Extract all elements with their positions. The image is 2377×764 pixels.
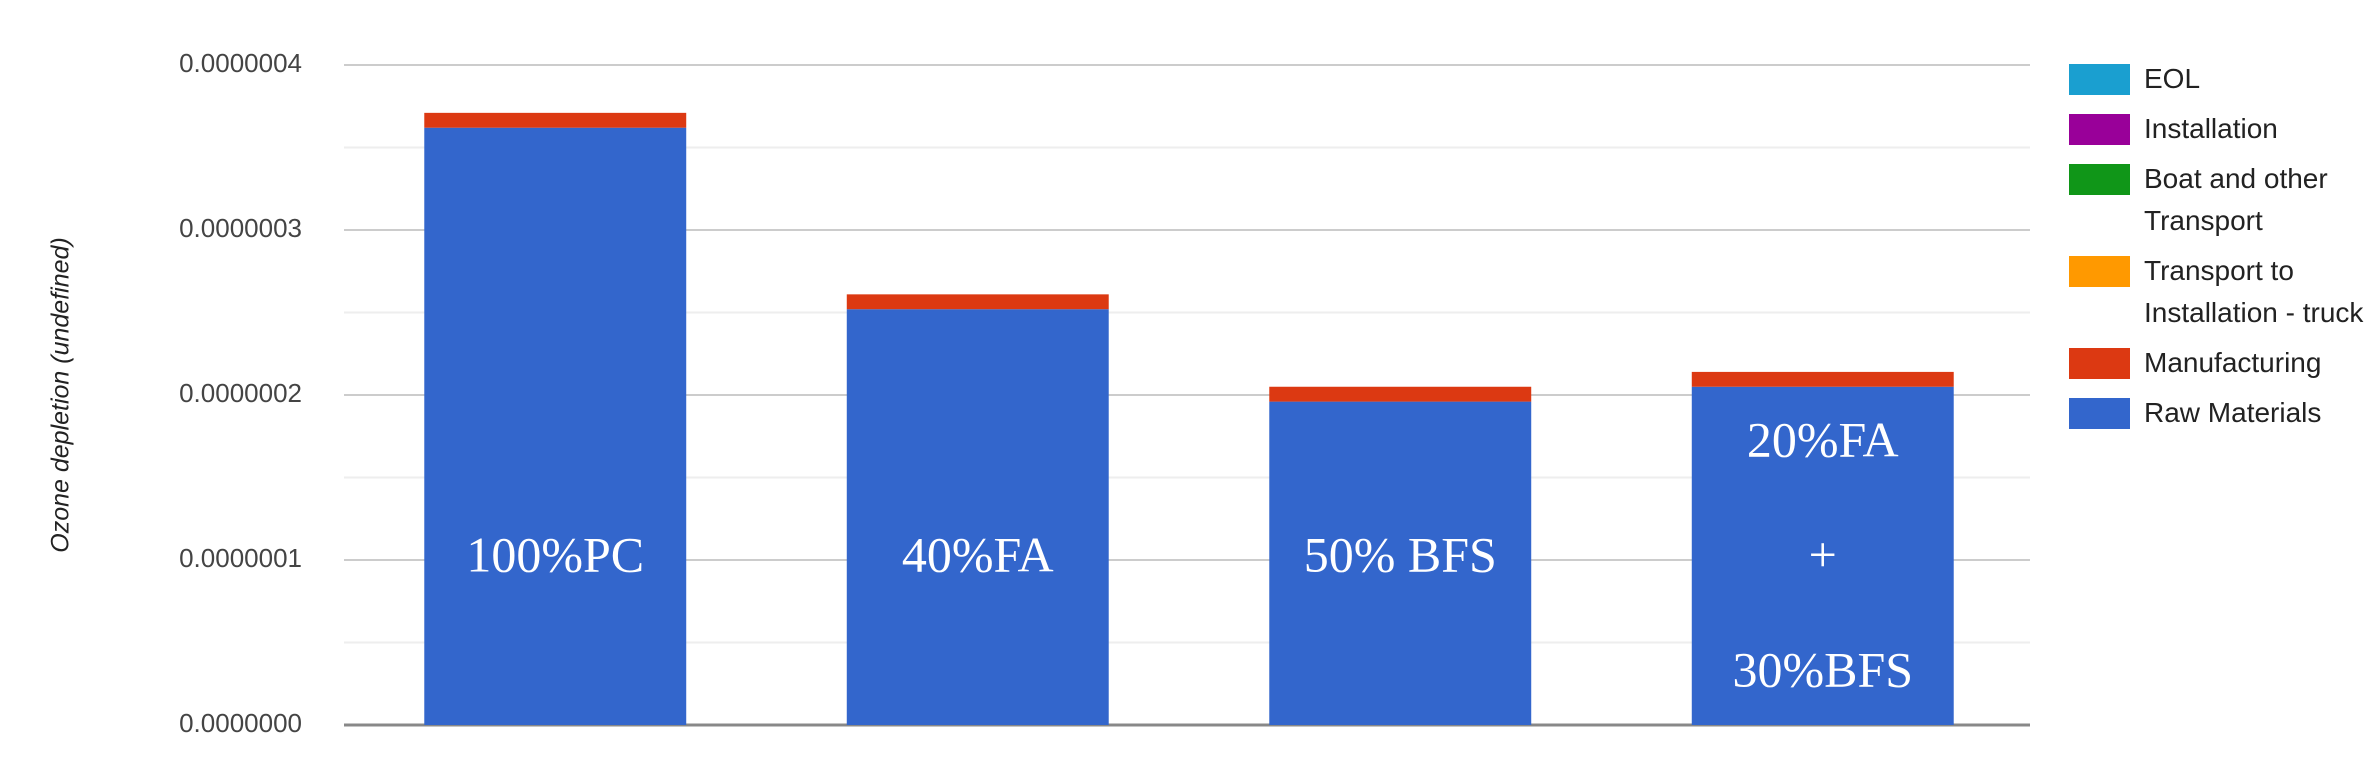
legend-swatch <box>2069 398 2130 429</box>
legend-swatch <box>2069 114 2130 145</box>
y-tick-label: 0.0000000 <box>179 708 302 738</box>
bar-segment <box>1691 371 1954 387</box>
y-tick-label: 0.0000002 <box>179 378 302 408</box>
legend-label: Transport to Installation - truck <box>2144 255 2364 328</box>
legend-label: Raw Materials <box>2144 397 2322 428</box>
bar-label: + <box>1809 526 1837 582</box>
legend: EOL Installation Boat and other Transport T… <box>2069 58 2369 442</box>
legend-item: Raw Materials <box>2069 392 2369 434</box>
legend-item: Boat and other Transport <box>2069 158 2369 242</box>
legend-swatch <box>2069 348 2130 379</box>
bar-label: 20%FA <box>1747 411 1899 467</box>
bar-label: 40%FA <box>902 526 1054 582</box>
y-tick-label: 0.0000001 <box>179 543 302 573</box>
y-tick-label: 0.0000004 <box>179 48 302 78</box>
legend-label: Manufacturing <box>2144 347 2322 378</box>
legend-label: Installation <box>2144 113 2278 144</box>
bar-segment <box>424 112 687 128</box>
legend-swatch <box>2069 64 2130 95</box>
bar-segment <box>1691 386 1954 725</box>
legend-item: Transport to Installation - truck <box>2069 250 2369 334</box>
bar-segment <box>424 127 687 725</box>
bar-segment <box>1269 386 1532 402</box>
legend-label: Boat and other Transport <box>2144 163 2328 236</box>
bar-segment <box>1269 401 1532 725</box>
legend-swatch <box>2069 164 2130 195</box>
y-tick-label: 0.0000003 <box>179 213 302 243</box>
y-axis-label: Ozone depletion (undefined) <box>47 237 75 553</box>
legend-swatch <box>2069 256 2130 287</box>
bar-label: 30%BFS <box>1732 641 1913 697</box>
legend-label: EOL <box>2144 63 2201 94</box>
bar-segment <box>846 309 1109 725</box>
bar-label: 100%PC <box>466 526 644 582</box>
bar-label: 50% BFS <box>1304 526 1497 582</box>
legend-item: EOL <box>2069 58 2369 100</box>
bar-segment <box>846 294 1109 310</box>
legend-item: Manufacturing <box>2069 342 2369 384</box>
legend-item: Installation <box>2069 108 2369 150</box>
chart: Ozone depletion (undefined) 0.0000000 0.0… <box>47 48 2030 738</box>
